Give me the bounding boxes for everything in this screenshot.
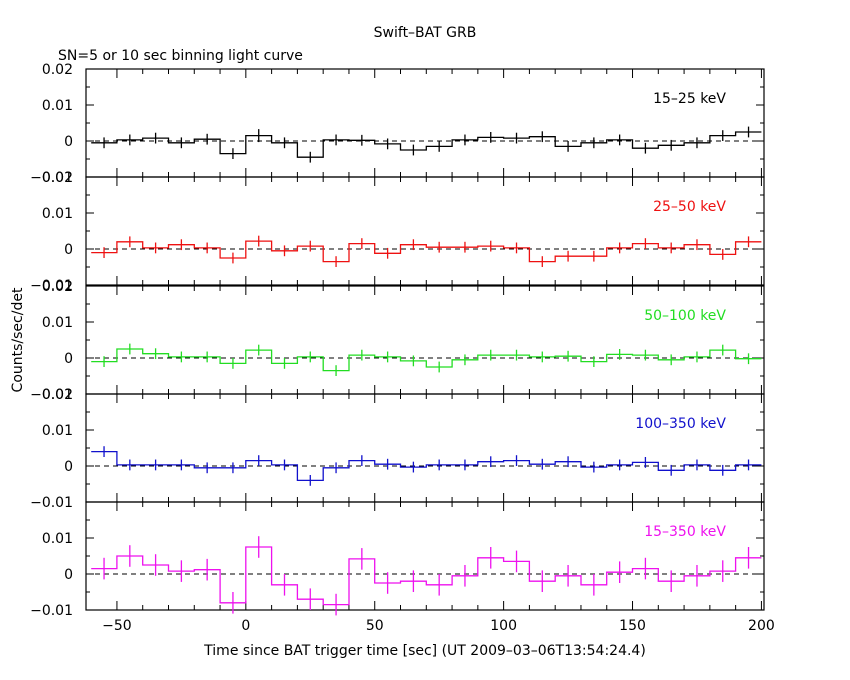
series-label: 15–25 keV (653, 91, 726, 107)
y-tick-label: −0.01 (30, 603, 73, 619)
panel-frame (85, 501, 765, 611)
x-tick-labels: −50 0 50 100 150 200 (102, 618, 775, 634)
y-tick-label: 0.01 (42, 98, 73, 114)
y-tick-label: 0.01 (42, 206, 73, 222)
x-tick-label: 200 (748, 618, 775, 634)
y-tick-label: 0.01 (42, 531, 73, 547)
series-label: 50–100 keV (644, 308, 726, 324)
y-tick-label: 0.02 (42, 170, 73, 186)
series-step-line (91, 240, 762, 263)
series-label: 25–50 keV (653, 199, 726, 215)
y-tick-label: 0 (64, 459, 73, 475)
panels-group: −0.01 0 0.01 0.02 15–25 keV −0.01 0 0.01 0.02 25–… (30, 62, 765, 619)
y-tick-label: 0.01 (42, 423, 73, 439)
y-tick-label: 0 (64, 567, 73, 583)
x-tick-label: 100 (490, 618, 517, 634)
panel-4: −0.01 0 0.01 0.02 100–350 keV (30, 387, 765, 511)
panel-frame (85, 393, 765, 503)
y-tick-label: −0.01 (30, 495, 73, 511)
series-label: 15–350 keV (644, 524, 726, 540)
y-tick-label: 0 (64, 351, 73, 367)
y-tick-label: 0 (64, 134, 73, 150)
panel-2: −0.01 0 0.01 0.02 25–50 keV (30, 170, 765, 294)
y-axis-label: Counts/sec/det (10, 287, 26, 392)
x-tick-label: 50 (366, 618, 384, 634)
panel-5: −0.01 0 0.01 15–350 keV (30, 501, 765, 619)
panel-1: −0.01 0 0.01 0.02 15–25 keV (30, 62, 765, 186)
y-tick-label: 0.01 (42, 315, 73, 331)
x-axis-label: Time since BAT trigger time [sec] (UT 20… (203, 643, 646, 659)
series-step-line (91, 546, 762, 606)
x-tick-label: 0 (241, 618, 250, 634)
series-step-line (91, 348, 762, 372)
panel-frame (85, 176, 765, 286)
series-label: 100–350 keV (635, 416, 726, 432)
y-tick-label: −0.01 (30, 170, 73, 186)
series-step-line (91, 131, 762, 158)
series-step-line (91, 450, 762, 482)
y-tick-label: 0.02 (42, 279, 73, 295)
x-tick-label: −50 (102, 618, 132, 634)
y-tick-label: 0.02 (42, 62, 73, 78)
y-tick-label: 0 (64, 242, 73, 258)
panel-frame (85, 285, 765, 395)
x-tick-label: 150 (619, 618, 646, 634)
y-tick-label: −0.01 (30, 278, 73, 294)
y-tick-label: −0.01 (30, 387, 73, 403)
chart-title: Swift–BAT GRB (374, 25, 477, 41)
panel-frame (85, 68, 765, 178)
panel-3: −0.01 0 0.01 0.02 50–100 keV (30, 279, 765, 403)
y-tick-label: 0.02 (42, 387, 73, 403)
chart-subtitle: SN=5 or 10 sec binning light curve (58, 48, 303, 64)
